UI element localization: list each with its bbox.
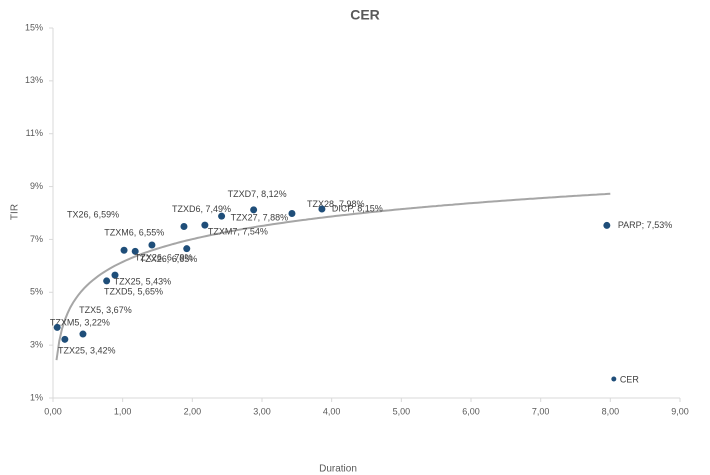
- x-tick-label: 5,00: [393, 406, 411, 416]
- point: [61, 335, 69, 343]
- point-label: TZX26, 6,79%: [135, 252, 193, 262]
- point: [111, 271, 119, 279]
- point: [288, 210, 296, 218]
- point: [103, 277, 111, 285]
- point-label: TZX5, 3,67%: [79, 305, 132, 315]
- point: [53, 323, 61, 331]
- x-tick-label: 8,00: [602, 406, 620, 416]
- point: [131, 247, 139, 255]
- trendline: [55, 192, 611, 361]
- y-tick-label: 11%: [26, 128, 43, 138]
- x-tick-label: 6,00: [462, 406, 480, 416]
- x-tick-label: 3,00: [253, 406, 271, 416]
- point-label: TZXD5, 5,65%: [104, 286, 163, 296]
- point-label: TZX25, 3,42%: [58, 345, 116, 355]
- point-label: TZX26, 6,65%: [140, 254, 198, 264]
- point-label: CER: [620, 374, 640, 384]
- point: [318, 205, 326, 213]
- y-tick-label: 13%: [25, 75, 43, 85]
- point-label: TZXD7, 8,12%: [228, 189, 287, 199]
- x-tick-label: 0,00: [44, 406, 62, 416]
- point: [79, 330, 87, 338]
- point: [201, 221, 209, 229]
- point: [218, 212, 226, 220]
- point-label: DICP, 8,15%: [332, 203, 383, 213]
- point-label: TZXM5, 3,22%: [50, 318, 110, 328]
- point: [120, 246, 128, 254]
- point-label: TZX27, 7,88%: [231, 213, 289, 223]
- point-label: TZXM6, 6,55%: [104, 228, 164, 238]
- x-tick-label: 2,00: [184, 406, 202, 416]
- x-tick-label: 1,00: [114, 406, 132, 416]
- point-label: TZX28, 7,98%: [307, 199, 365, 209]
- point-label: TX26, 6,59%: [67, 210, 119, 220]
- y-tick-label: 3%: [30, 340, 43, 350]
- point-label: TZXD6, 7,49%: [172, 204, 231, 214]
- x-axis-title: Duration: [319, 464, 357, 475]
- point: [603, 221, 611, 229]
- x-tick-label: 4,00: [323, 406, 341, 416]
- y-tick-label: 1%: [30, 392, 43, 402]
- point: [183, 245, 191, 253]
- y-tick-label: 15%: [25, 22, 43, 32]
- point-label: PARP; 7,53%: [618, 220, 672, 230]
- chart-title: CER: [350, 7, 380, 23]
- point-label: TZX25, 5,43%: [114, 276, 172, 286]
- x-tick-label: 7,00: [532, 406, 550, 416]
- y-tick-label: 7%: [30, 234, 43, 244]
- point: [148, 241, 156, 249]
- y-axis-title: TIR: [10, 204, 21, 220]
- point: [250, 206, 258, 214]
- point: [180, 222, 188, 230]
- point: [611, 376, 617, 382]
- point-label: TZXM7, 7,54%: [208, 227, 268, 237]
- y-tick-label: 5%: [30, 287, 43, 297]
- x-tick-label: 9,00: [671, 406, 689, 416]
- y-tick-label: 9%: [30, 181, 43, 191]
